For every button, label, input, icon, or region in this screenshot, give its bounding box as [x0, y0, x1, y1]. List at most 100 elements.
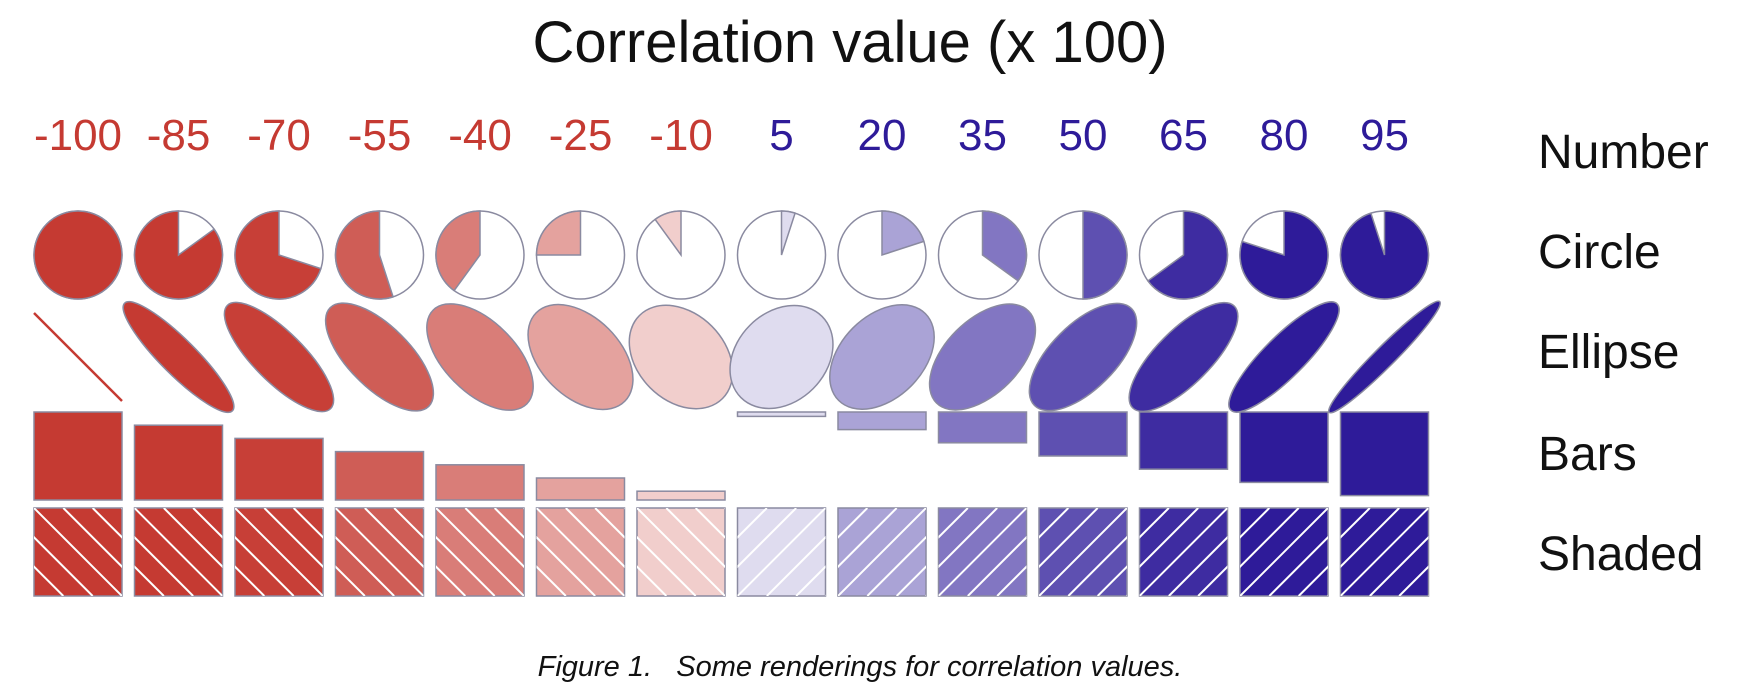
- hatch-line: [1197, 565, 1228, 596]
- number-cell: 50: [1059, 111, 1108, 160]
- pie-circle-fill: [133, 210, 224, 300]
- bar-rect: [1339, 411, 1430, 497]
- hatch-line: [795, 565, 826, 596]
- hatch-line: [637, 565, 668, 596]
- bar-rect: [837, 411, 927, 431]
- shaded-hatch: [34, 508, 122, 596]
- pie-circle-fill: [1339, 210, 1430, 300]
- hatch-line: [1240, 508, 1300, 569]
- hatch-line: [34, 508, 122, 596]
- shaded-hatch: [938, 508, 1027, 596]
- shaded-hatch: [235, 508, 323, 596]
- hatch-line: [62, 508, 122, 569]
- bar-rect: [334, 450, 425, 501]
- ellipse-shape: [33, 312, 123, 402]
- hatch-line: [1340, 508, 1371, 539]
- hatch-line: [938, 508, 969, 539]
- number-cell: -55: [348, 111, 412, 160]
- number-cell: -70: [247, 111, 311, 160]
- number-cell: -100: [34, 111, 122, 160]
- bar-rect: [435, 464, 525, 501]
- ellipse-shape: [1128, 301, 1239, 413]
- row-label-circle: Circle: [1538, 226, 1661, 279]
- bar-rect: [133, 424, 224, 501]
- hatch-line: [163, 508, 223, 569]
- hatch-line: [436, 565, 467, 596]
- pie-circle-fill: [654, 210, 682, 258]
- figure-title: Correlation value (x 100): [532, 10, 1167, 75]
- ellipse-shape: [928, 303, 1037, 411]
- hatch-line: [938, 508, 1027, 596]
- shaded-hatch: [1039, 508, 1127, 596]
- pie-circle-fill: [780, 210, 797, 256]
- row-label-number: Number: [1538, 126, 1709, 179]
- hatch-line: [536, 508, 625, 596]
- ellipse-shape: [527, 303, 634, 411]
- pie-circle-fill: [33, 210, 123, 300]
- pie-circle-fill: [334, 210, 395, 300]
- shaded-hatch: [1340, 508, 1429, 596]
- hatch-line: [737, 508, 826, 596]
- shaded-hatch: [335, 508, 424, 596]
- bar-rect: [1038, 411, 1128, 457]
- bar-rect: [636, 490, 726, 501]
- ellipse-shape: [1028, 302, 1138, 412]
- hatch-line: [665, 508, 725, 569]
- hatch-line: [192, 508, 223, 539]
- hatch-line: [91, 508, 122, 539]
- hatch-line: [838, 508, 926, 596]
- shaded-hatch: [436, 508, 524, 596]
- hatch-line: [34, 535, 94, 596]
- row-label-shaded: Shaded: [1538, 528, 1704, 581]
- hatch-line: [235, 565, 266, 596]
- bar-rect: [234, 437, 324, 501]
- number-cell: 80: [1260, 111, 1309, 160]
- bar-rect: [1138, 411, 1229, 470]
- shaded-hatch: [1139, 508, 1228, 596]
- ellipse-shape: [829, 304, 935, 410]
- hatch-line: [866, 535, 926, 596]
- number-cell: -40: [448, 111, 512, 160]
- hatch-line: [1340, 508, 1429, 596]
- pie-circle-fill: [1239, 210, 1329, 300]
- pie-circle-fill: [1082, 210, 1128, 300]
- hatch-line: [493, 508, 524, 539]
- bar-rect: [535, 477, 626, 501]
- hatch-line: [1039, 508, 1127, 596]
- hatch-line: [565, 508, 625, 569]
- hatch-line: [34, 565, 65, 596]
- ellipse-shape: [729, 304, 834, 410]
- bar-rect: [736, 411, 827, 418]
- hatch-line: [1427, 594, 1429, 596]
- hatch-line: [737, 508, 797, 569]
- shaded-hatch: [637, 508, 725, 596]
- hatch-line: [1168, 535, 1228, 596]
- hatch-line: [134, 565, 165, 596]
- number-cell: -25: [549, 111, 613, 160]
- hatch-line: [436, 535, 496, 596]
- figure-caption: Figure 1. Some renderings for correlatio…: [538, 651, 1183, 683]
- hatch-line: [536, 535, 596, 596]
- hatch-line: [1369, 535, 1429, 596]
- hatch-line: [1039, 508, 1070, 539]
- hatch-line: [335, 535, 395, 596]
- hatch-line: [594, 508, 625, 539]
- pie-circle-fill: [881, 210, 925, 257]
- hatch-line: [1240, 508, 1271, 539]
- shaded-hatch: [1240, 508, 1328, 596]
- shaded-hatch: [134, 508, 223, 596]
- hatch-line: [637, 508, 725, 596]
- ellipse-shape: [628, 304, 734, 410]
- pie-circle-fill: [234, 210, 322, 300]
- hatch-line: [938, 508, 998, 569]
- hatch-line: [838, 508, 898, 569]
- hatch-line: [1067, 535, 1127, 596]
- ellipse-shape: [1228, 301, 1340, 413]
- hatch-line: [1139, 508, 1170, 539]
- ellipse-shape: [426, 303, 534, 411]
- hatch-line: [694, 508, 725, 539]
- hatch-line: [235, 535, 295, 596]
- hatch-line: [364, 508, 424, 569]
- hatch-line: [235, 508, 323, 596]
- ellipse-shape: [1327, 300, 1442, 414]
